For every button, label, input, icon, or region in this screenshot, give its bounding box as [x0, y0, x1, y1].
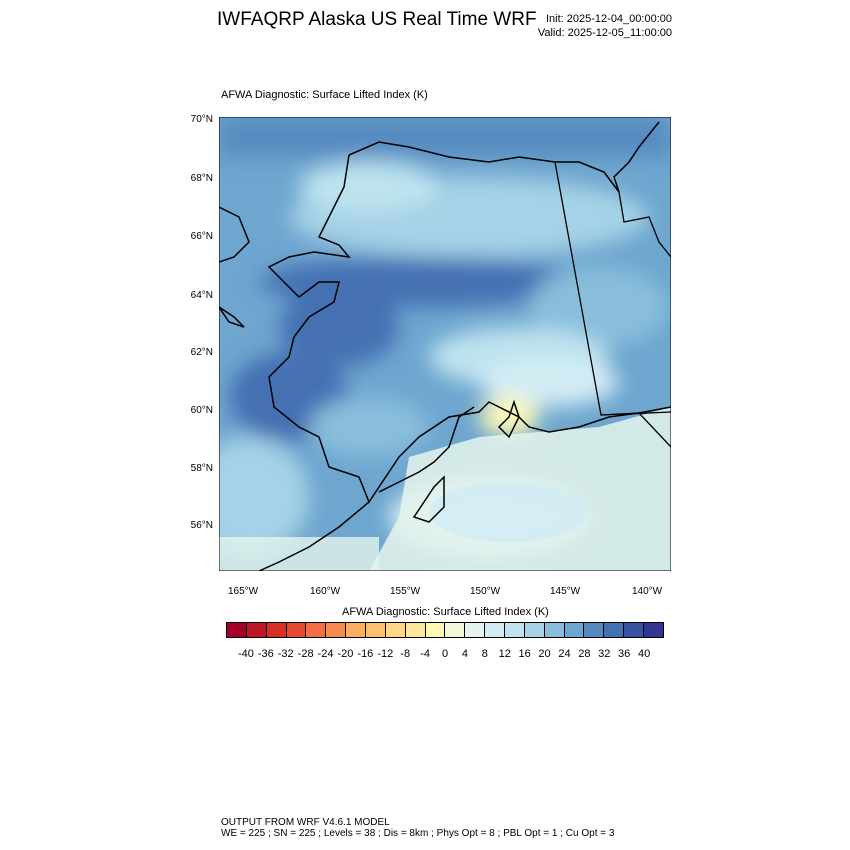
lon-label: 155°W — [390, 586, 421, 597]
colorbar — [226, 622, 664, 638]
lon-label: 165°W — [228, 586, 259, 597]
colorbar-label: -32 — [277, 648, 294, 660]
colorbar-swatch — [346, 623, 367, 637]
colorbar-swatch — [644, 623, 663, 637]
colorbar-label: -8 — [400, 648, 411, 660]
latitude-axis: 70°N 68°N 66°N 64°N 62°N 60°N 58°N 56°N — [150, 114, 213, 554]
colorbar-label: -24 — [317, 648, 334, 660]
colorbar-label: -16 — [357, 648, 374, 660]
lon-label: 150°W — [470, 586, 501, 597]
valid-time: Valid: 2025-12-05_11:00:00 — [537, 27, 672, 39]
colorbar-swatch — [485, 623, 506, 637]
colorbar-swatch — [445, 623, 466, 637]
colorbar-label: -36 — [257, 648, 274, 660]
colorbar-label: 4 — [461, 648, 468, 660]
lon-label: 160°W — [310, 586, 341, 597]
field-subtitle: AFWA Diagnostic: Surface Lifted Index (K… — [221, 89, 428, 101]
colorbar-label: 24 — [558, 648, 571, 660]
coastlines — [219, 121, 671, 571]
colorbar-swatch — [227, 623, 247, 637]
colorbar-label: 0 — [441, 648, 449, 660]
colorbar-swatch — [405, 623, 426, 637]
colorbar-swatch — [266, 623, 287, 637]
colorbar-label: -28 — [297, 648, 314, 660]
init-time: Init: 2025-12-04_00:00:00 — [546, 13, 672, 25]
colorbar-label: 12 — [498, 648, 511, 660]
lat-label: 60°N — [190, 405, 213, 416]
colorbar-label: -4 — [420, 648, 430, 660]
colorbar-label: 36 — [618, 648, 631, 660]
lat-label: 56°N — [190, 520, 213, 531]
colorbar-label: 8 — [481, 648, 488, 660]
init-valid-times: Init: 2025-12-04_00:00:00 Valid: 2025-12… — [538, 12, 672, 40]
colorbar-swatch — [584, 623, 605, 637]
borders — [554, 161, 671, 448]
model-info-footer: OUTPUT FROM WRF V4.6.1 MODEL WE = 225 ; … — [221, 817, 614, 839]
colorbar-label: 16 — [518, 648, 531, 660]
colorbar-swatch — [286, 623, 307, 637]
colorbar-swatch — [465, 623, 486, 637]
lat-label: 64°N — [190, 290, 213, 301]
colorbar-swatch — [366, 623, 386, 637]
lat-label: 58°N — [190, 463, 213, 474]
lat-label: 70°N — [190, 114, 213, 125]
colorbar-swatch — [524, 623, 545, 637]
lat-label: 66°N — [190, 231, 213, 242]
map-plot — [219, 117, 671, 571]
lat-label: 68°N — [190, 173, 213, 184]
colorbar-swatch — [425, 623, 446, 637]
colorbar-swatch — [505, 623, 525, 637]
footer-line-1: OUTPUT FROM WRF V4.6.1 MODEL — [221, 817, 390, 828]
colorbar-label: 20 — [538, 648, 551, 660]
lon-label: 145°W — [550, 586, 581, 597]
colorbar-swatch — [246, 623, 267, 637]
lon-label: 140°W — [632, 586, 663, 597]
colorbar-title: AFWA Diagnostic: Surface Lifted Index (K… — [342, 606, 549, 618]
colorbar-swatch — [306, 623, 327, 637]
colorbar-swatch — [544, 623, 565, 637]
colorbar-label: -20 — [337, 648, 354, 660]
colorbar-swatch — [624, 623, 645, 637]
colorbar-swatch — [385, 623, 406, 637]
colorbar-label: -40 — [237, 648, 254, 660]
footer-line-2: WE = 225 ; SN = 225 ; Levels = 38 ; Dis … — [221, 828, 615, 839]
colorbar-label: 28 — [578, 648, 591, 660]
colorbar-label: -12 — [377, 648, 394, 660]
colorbar-swatch — [564, 623, 585, 637]
colorbar-swatch — [326, 623, 347, 637]
plot-title: IWFAQRP Alaska US Real Time WRF — [217, 9, 537, 30]
colorbar-swatch — [604, 623, 625, 637]
colorbar-label: 32 — [598, 648, 611, 660]
colorbar-label: 40 — [637, 648, 651, 660]
lat-label: 62°N — [190, 347, 213, 358]
